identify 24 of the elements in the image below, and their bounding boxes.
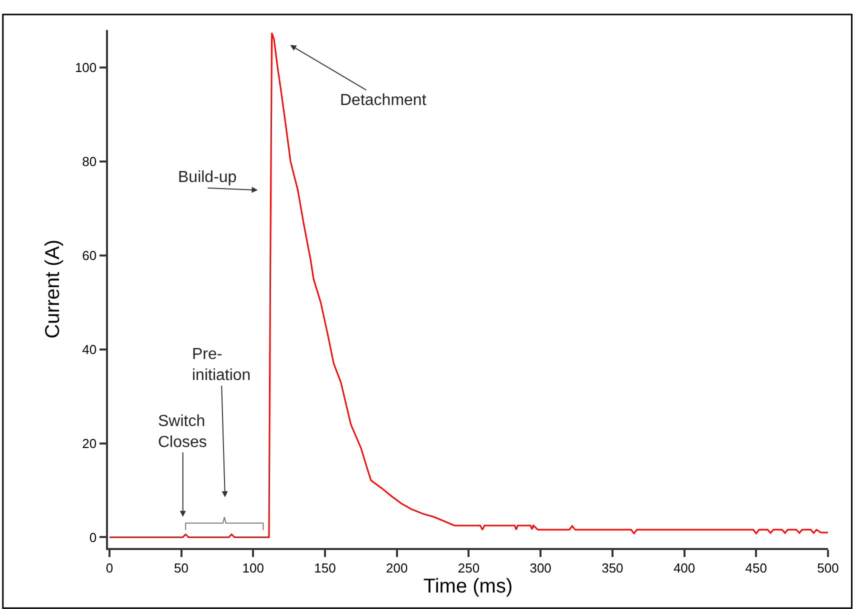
y-tick-label: 60	[82, 248, 97, 263]
x-tick-label: 300	[530, 560, 552, 576]
x-tick-label: 350	[602, 560, 624, 576]
annotation: Build-up	[178, 169, 237, 186]
x-tick-label: 400	[673, 560, 696, 576]
y-tick-label: 100	[74, 60, 97, 76]
y-tick-label: 20	[82, 436, 97, 451]
y-tick-label: 80	[82, 154, 97, 170]
x-tick-label: 50	[174, 560, 189, 576]
line-series	[108, 32, 828, 538]
x-axis-title: Time (ms)	[423, 575, 513, 598]
y-tick-label: 0	[89, 530, 97, 545]
annotation: Pre- initiation	[192, 346, 251, 384]
annotation: Detachment	[340, 92, 427, 109]
y-axis-title: Current (A)	[42, 240, 64, 338]
x-tick-label: 200	[386, 560, 408, 576]
x-tick-label: 250	[458, 560, 480, 576]
x-tick-label: 450	[745, 560, 767, 576]
x-tick-label: 150	[314, 560, 336, 576]
x-tick-label: 500	[817, 560, 839, 576]
x-tick-label: 100	[242, 560, 264, 576]
y-tick-label: 40	[82, 342, 97, 357]
annotation: Switch Closes	[158, 413, 207, 451]
x-tick-label: 0	[106, 560, 114, 576]
